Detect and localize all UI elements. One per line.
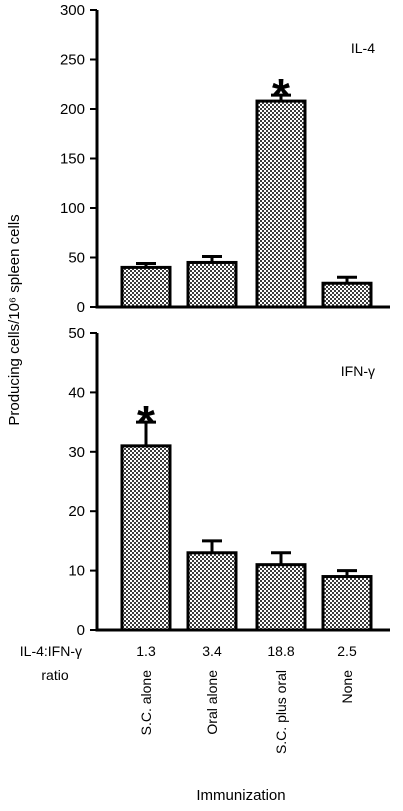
y-tick-label: 10 [68,563,85,580]
bar [255,563,307,632]
significance-marker: * [137,396,155,448]
y-tick-label: 50 [68,325,85,342]
bar [255,99,307,309]
ratio-label-line2: ratio [41,667,68,683]
panel-label: IL-4 [351,40,375,56]
category-label: None [339,670,355,704]
bar [186,551,238,632]
y-tick-label: 20 [68,503,85,520]
y-tick-label: 40 [68,384,85,401]
category-label: S.C. plus oral [273,670,289,754]
ratio-value: 3.4 [202,643,222,659]
y-tick-label: 250 [60,52,85,69]
significance-marker: * [272,69,290,121]
y-tick-label: 50 [68,250,85,267]
y-tick-label: 30 [68,444,85,461]
bar [321,575,373,632]
ifng-panel: 0 10 20 30 40 50 IFN-γ * [68,325,390,639]
y-axis-label: Producing cells/10⁶ spleen cells [6,214,23,425]
ratio-value: 18.8 [267,643,294,659]
category-labels: S.C. alone Oral alone S.C. plus oral None [138,670,355,754]
bar [186,260,238,309]
category-label: S.C. alone [138,670,154,736]
bar [120,265,172,309]
y-tick-label: 200 [60,101,85,118]
category-label: Oral alone [204,670,220,735]
x-axis-label: Immunization [196,787,285,804]
ratio-value: 1.3 [136,643,156,659]
il4-panel: 0 50 100 150 200 250 300 IL-4 * [60,2,390,316]
bar [120,444,172,632]
y-tick-label: 150 [60,151,85,168]
y-tick-label: 300 [60,2,85,19]
ratio-label-line1: IL-4:IFN-γ [20,643,82,659]
ratio-value: 2.5 [337,643,357,659]
y-tick-label: 100 [60,200,85,217]
bar [321,281,373,309]
y-tick-label: 0 [77,299,85,316]
ratio-values: 1.3 3.4 18.8 2.5 [136,643,357,659]
panel-label: IFN-γ [341,363,375,379]
y-tick-label: 0 [77,622,85,639]
